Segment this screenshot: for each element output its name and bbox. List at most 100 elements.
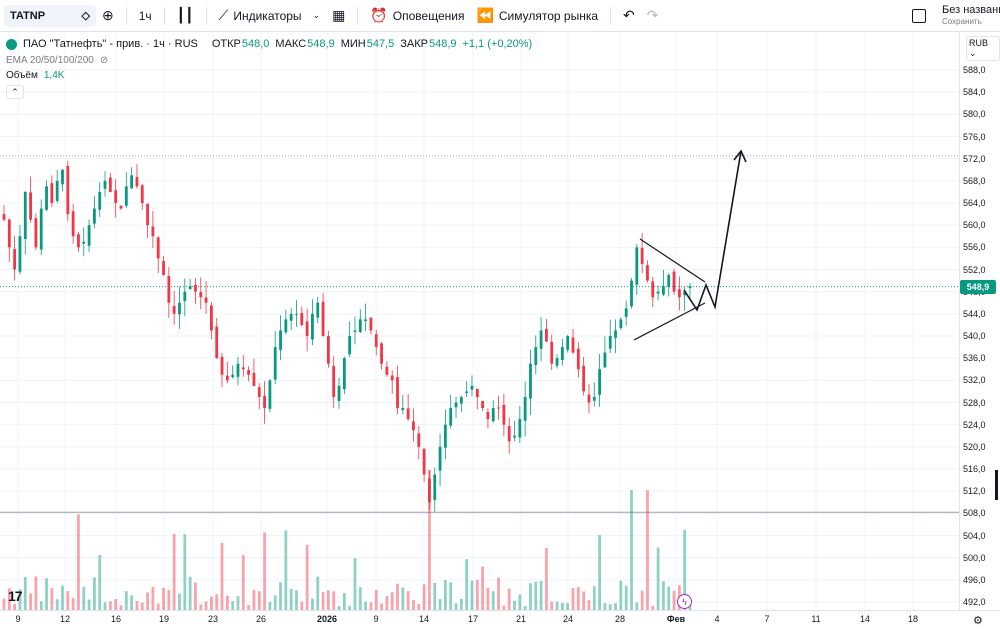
candle-body: [29, 192, 32, 220]
time-label: 18: [907, 614, 919, 624]
price-label: 512,0: [963, 486, 986, 497]
triangle-lower-line[interactable]: [633, 302, 706, 341]
volume-bar: [651, 605, 655, 610]
layout-checkbox[interactable]: [912, 9, 926, 23]
volume-bar: [220, 542, 224, 610]
price-label: 540,0: [963, 331, 986, 341]
close-value: 548,9: [428, 38, 457, 50]
candle-body: [151, 226, 155, 237]
volume-bar: [576, 587, 580, 610]
candle-body: [406, 408, 410, 420]
currency-button[interactable]: RUB ⌄: [966, 36, 1000, 61]
price-scale[interactable]: [959, 32, 1000, 610]
volume-bar: [268, 601, 272, 610]
time-label: 21: [515, 614, 527, 624]
volume-bar: [369, 602, 373, 610]
chart-type-button[interactable]: ┃┃: [171, 4, 200, 28]
redo-icon: ↷: [646, 7, 659, 23]
eye-crossed-icon[interactable]: ⊘: [99, 55, 109, 66]
volume-bar: [545, 547, 548, 610]
volume-bar: [470, 580, 474, 610]
candle-body: [677, 289, 681, 298]
undo-icon: ↶: [623, 7, 635, 23]
candle-body: [311, 313, 314, 340]
time-label: 16: [110, 614, 122, 624]
volume-bar: [194, 582, 197, 610]
symbol-search[interactable]: TATNP ◇: [4, 4, 96, 27]
volume-row[interactable]: Объём 1,4K: [6, 70, 532, 81]
volume-bar: [284, 530, 288, 610]
volume-bar: [587, 600, 591, 610]
volume-bar: [124, 591, 128, 610]
diamond-icon[interactable]: ◇: [81, 10, 90, 22]
replay-button[interactable]: ⏪ Симулятор рынка: [470, 4, 604, 28]
volume-bar: [454, 603, 458, 610]
volume-bar: [66, 591, 70, 610]
layout-name: Без названия: [942, 4, 1000, 16]
tradingview-logo-icon[interactable]: 17: [8, 588, 23, 604]
redo-button[interactable]: ↷: [641, 4, 665, 28]
interval-button[interactable]: 1ч: [138, 8, 152, 23]
candle-body: [140, 185, 144, 203]
templates-button[interactable]: ▦: [326, 4, 351, 28]
volume-bar: [263, 532, 266, 610]
volume-bar: [582, 591, 586, 610]
alerts-button[interactable]: ⏰ Оповещения: [364, 4, 470, 28]
price-label: 588,0: [963, 65, 986, 75]
volume-bar: [486, 587, 490, 610]
volume-bar: [688, 605, 692, 610]
candle-body: [273, 347, 277, 380]
candle-body: [582, 365, 586, 392]
candle-body: [172, 305, 176, 314]
volume-bar: [178, 593, 181, 610]
arrow-head[interactable]: [733, 149, 747, 163]
time-label: 23: [207, 614, 219, 624]
price-label: 532,0: [963, 375, 986, 386]
close-label: ЗАКР: [400, 38, 428, 50]
volume-bar: [513, 600, 516, 610]
alerts-label: Оповещения: [392, 8, 465, 23]
candle-body: [598, 369, 601, 395]
candle-body: [545, 328, 548, 342]
candle-body: [337, 385, 341, 402]
breakout-arrow-path[interactable]: [683, 150, 742, 312]
separator: [125, 6, 127, 25]
lightning-icon[interactable]: ϟ: [677, 594, 692, 609]
volume-value: 1,4K: [43, 70, 65, 81]
candle-body: [539, 330, 543, 349]
triangle-upper-line[interactable]: [639, 238, 706, 283]
volume-bar: [135, 601, 139, 610]
separator: [357, 6, 359, 25]
volume-bar: [61, 585, 64, 610]
volume-bar: [422, 584, 426, 610]
volume-bar: [560, 602, 564, 610]
volume-bar: [635, 602, 639, 610]
candle-body: [481, 401, 485, 409]
candle-body: [433, 474, 437, 500]
volume-bar: [2, 598, 6, 610]
legend-title[interactable]: ПАО "Татнефть" - прив. · 1ч · RUS: [23, 38, 198, 50]
time-scale[interactable]: [0, 610, 1000, 630]
candle-body: [268, 380, 272, 409]
volume-bar: [199, 604, 203, 610]
drawings[interactable]: [633, 149, 747, 341]
volume-bar: [614, 603, 617, 610]
indicators-button[interactable]: ⟋ Индикаторы ⌄: [213, 4, 327, 28]
candle-body: [412, 421, 415, 431]
time-label: 14: [418, 614, 430, 624]
chart-pane[interactable]: [0, 32, 959, 610]
scale-handle[interactable]: [995, 470, 998, 500]
layout-name-button[interactable]: Без названия Сохранить: [942, 4, 1000, 28]
volume-bar: [130, 595, 134, 610]
undo-button[interactable]: ↶: [617, 4, 641, 28]
price-label: 496,0: [963, 574, 986, 585]
candle-body: [459, 396, 463, 404]
volume-bar: [13, 603, 17, 610]
ema-row[interactable]: EMA 20/50/100/200 ⊘: [6, 55, 532, 66]
compare-button[interactable]: ⊕: [96, 4, 120, 28]
time-label: 9: [15, 614, 21, 624]
collapse-legend-button[interactable]: ⌃: [6, 85, 24, 99]
candle-body: [614, 330, 617, 338]
time-label: 17: [467, 614, 479, 624]
gear-icon[interactable]: ⚙: [973, 615, 983, 627]
